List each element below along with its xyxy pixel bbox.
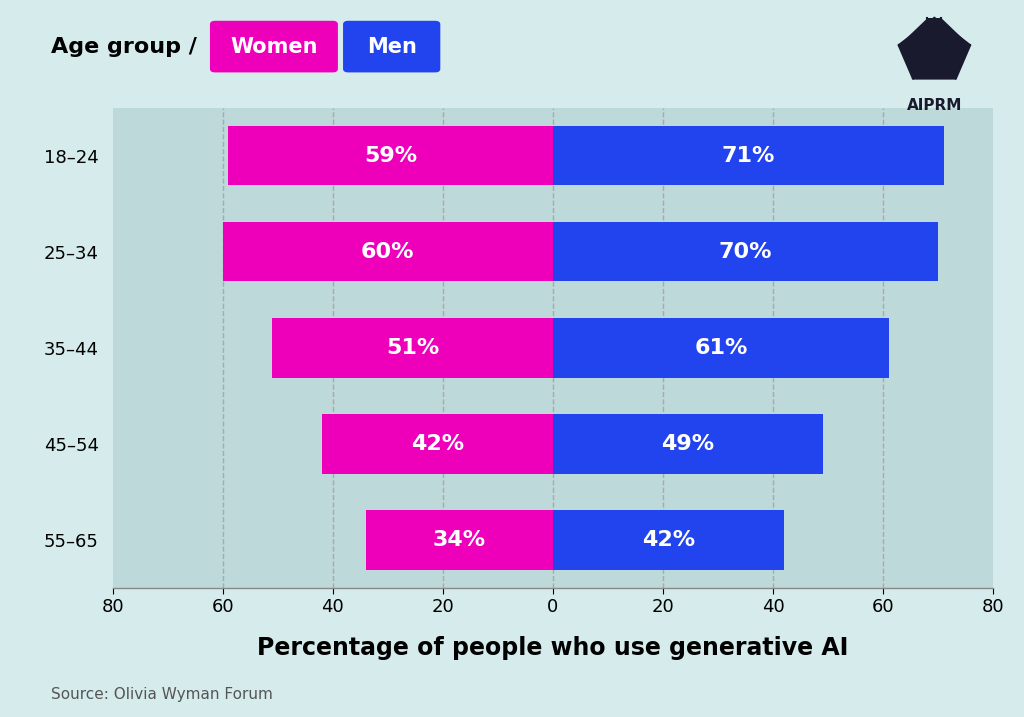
Text: 60%: 60% <box>361 242 415 262</box>
Bar <box>553 510 784 570</box>
Polygon shape <box>941 18 970 45</box>
Bar <box>113 300 993 396</box>
Text: Women: Women <box>230 37 317 57</box>
X-axis label: Percentage of people who use generative AI: Percentage of people who use generative … <box>257 636 849 660</box>
Text: 49%: 49% <box>662 434 715 454</box>
Text: 51%: 51% <box>386 338 439 358</box>
Text: 61%: 61% <box>694 338 748 358</box>
Text: AIPRM: AIPRM <box>906 98 963 113</box>
Bar <box>553 318 889 378</box>
Text: 71%: 71% <box>722 146 775 166</box>
Bar <box>272 318 553 378</box>
Polygon shape <box>928 18 941 45</box>
Bar <box>223 222 553 282</box>
Text: 34%: 34% <box>433 530 486 550</box>
Text: Men: Men <box>367 37 417 57</box>
Bar <box>113 108 993 204</box>
Bar <box>113 492 993 588</box>
Bar <box>553 414 822 474</box>
Polygon shape <box>899 18 928 45</box>
Polygon shape <box>941 45 970 78</box>
Text: Source: Olivia Wyman Forum: Source: Olivia Wyman Forum <box>51 687 273 702</box>
Text: 42%: 42% <box>411 434 464 454</box>
Bar <box>366 510 553 570</box>
Text: 42%: 42% <box>642 530 695 550</box>
Bar <box>228 125 553 186</box>
Bar <box>113 204 993 300</box>
Bar <box>553 222 938 282</box>
Bar <box>553 125 944 186</box>
Polygon shape <box>899 45 928 78</box>
Text: 70%: 70% <box>719 242 772 262</box>
Bar <box>322 414 553 474</box>
Text: 59%: 59% <box>364 146 417 166</box>
Text: Age group /: Age group / <box>51 37 197 57</box>
Bar <box>113 396 993 492</box>
Polygon shape <box>913 45 955 78</box>
